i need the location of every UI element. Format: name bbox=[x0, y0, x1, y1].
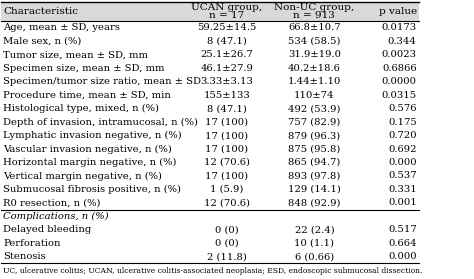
Text: Submucosal fibrosis positive, n (%): Submucosal fibrosis positive, n (%) bbox=[3, 185, 182, 194]
Text: 1.44±1.10: 1.44±1.10 bbox=[288, 77, 341, 86]
Text: Perforation: Perforation bbox=[3, 239, 61, 248]
Text: 0 (0): 0 (0) bbox=[215, 225, 238, 234]
Text: 129 (14.1): 129 (14.1) bbox=[288, 185, 341, 194]
Text: Complications, n (%): Complications, n (%) bbox=[3, 212, 109, 221]
Text: Specimen size, mean ± SD, mm: Specimen size, mean ± SD, mm bbox=[3, 64, 165, 73]
Bar bbox=[1, 62, 419, 75]
Bar bbox=[1, 250, 419, 263]
Text: Procedure time, mean ± SD, min: Procedure time, mean ± SD, min bbox=[3, 91, 171, 100]
Bar bbox=[1, 75, 419, 88]
Text: 66.8±10.7: 66.8±10.7 bbox=[288, 23, 341, 32]
Text: 155±133: 155±133 bbox=[203, 91, 250, 100]
Text: Age, mean ± SD, years: Age, mean ± SD, years bbox=[3, 23, 120, 32]
Text: 3.33±3.13: 3.33±3.13 bbox=[201, 77, 253, 86]
Text: 110±74: 110±74 bbox=[294, 91, 335, 100]
Text: 0.175: 0.175 bbox=[388, 118, 417, 127]
Text: Horizontal margin negative, n (%): Horizontal margin negative, n (%) bbox=[3, 158, 177, 167]
Text: 12 (70.6): 12 (70.6) bbox=[204, 158, 250, 167]
Text: 17 (100): 17 (100) bbox=[205, 145, 248, 153]
Text: 12 (70.6): 12 (70.6) bbox=[204, 198, 250, 207]
Text: 0.344: 0.344 bbox=[388, 37, 417, 46]
Bar bbox=[1, 48, 419, 62]
Text: 0.692: 0.692 bbox=[388, 145, 417, 153]
Text: 0.0315: 0.0315 bbox=[382, 91, 417, 100]
Text: Histological type, mixed, n (%): Histological type, mixed, n (%) bbox=[3, 104, 159, 113]
Text: Non-UC group,: Non-UC group, bbox=[274, 3, 355, 12]
Text: 534 (58.5): 534 (58.5) bbox=[288, 37, 341, 46]
Text: 492 (53.9): 492 (53.9) bbox=[288, 104, 341, 113]
Text: 0.720: 0.720 bbox=[388, 131, 417, 140]
Text: 0.664: 0.664 bbox=[388, 239, 417, 248]
Text: 0.000: 0.000 bbox=[388, 158, 417, 167]
Text: 17 (100): 17 (100) bbox=[205, 118, 248, 127]
Text: 0.517: 0.517 bbox=[388, 225, 417, 234]
Bar bbox=[1, 116, 419, 129]
Text: Lymphatic invasion negative, n (%): Lymphatic invasion negative, n (%) bbox=[3, 131, 182, 140]
Bar bbox=[1, 210, 419, 223]
Text: 875 (95.8): 875 (95.8) bbox=[288, 145, 341, 153]
Text: 10 (1.1): 10 (1.1) bbox=[294, 239, 335, 248]
Text: 17 (100): 17 (100) bbox=[205, 131, 248, 140]
Text: Vertical margin negative, n (%): Vertical margin negative, n (%) bbox=[3, 171, 163, 181]
Bar bbox=[1, 183, 419, 196]
Text: 0.0000: 0.0000 bbox=[382, 77, 417, 86]
Text: 22 (2.4): 22 (2.4) bbox=[294, 225, 334, 234]
Bar bbox=[1, 196, 419, 210]
Text: 893 (97.8): 893 (97.8) bbox=[288, 172, 341, 181]
Text: 0.0023: 0.0023 bbox=[382, 50, 417, 59]
Text: R0 resection, n (%): R0 resection, n (%) bbox=[3, 198, 101, 207]
Text: n = 17: n = 17 bbox=[209, 11, 245, 20]
Text: Stenosis: Stenosis bbox=[3, 252, 46, 261]
Text: Depth of invasion, intramucosal, n (%): Depth of invasion, intramucosal, n (%) bbox=[3, 117, 199, 127]
Text: 8 (47.1): 8 (47.1) bbox=[207, 37, 246, 46]
Text: 17 (100): 17 (100) bbox=[205, 172, 248, 181]
Text: 757 (82.9): 757 (82.9) bbox=[288, 118, 341, 127]
Text: UCAN group,: UCAN group, bbox=[191, 3, 262, 12]
Text: Characteristic: Characteristic bbox=[3, 7, 79, 16]
Text: Specimen/tumor size ratio, mean ± SD: Specimen/tumor size ratio, mean ± SD bbox=[3, 77, 201, 86]
Text: Tumor size, mean ± SD, mm: Tumor size, mean ± SD, mm bbox=[3, 50, 148, 59]
Bar bbox=[1, 129, 419, 142]
Text: 0.001: 0.001 bbox=[388, 198, 417, 207]
Text: 6 (0.66): 6 (0.66) bbox=[295, 252, 334, 261]
Text: 0.000: 0.000 bbox=[388, 252, 417, 261]
Bar bbox=[1, 35, 419, 48]
Text: 0 (0): 0 (0) bbox=[215, 239, 238, 248]
Text: 0.537: 0.537 bbox=[388, 172, 417, 181]
Bar bbox=[1, 88, 419, 102]
Bar bbox=[1, 223, 419, 237]
Text: 0.0173: 0.0173 bbox=[382, 23, 417, 32]
Text: 0.576: 0.576 bbox=[388, 104, 417, 113]
Text: Delayed bleeding: Delayed bleeding bbox=[3, 225, 92, 234]
Text: 25.1±26.7: 25.1±26.7 bbox=[201, 50, 253, 59]
Text: 2 (11.8): 2 (11.8) bbox=[207, 252, 246, 261]
Bar bbox=[1, 237, 419, 250]
Text: 31.9±19.0: 31.9±19.0 bbox=[288, 50, 341, 59]
Text: Male sex, n (%): Male sex, n (%) bbox=[3, 37, 82, 46]
Text: 8 (47.1): 8 (47.1) bbox=[207, 104, 246, 113]
Text: p value: p value bbox=[379, 7, 417, 16]
Text: 0.6866: 0.6866 bbox=[382, 64, 417, 73]
Text: 59.25±14.5: 59.25±14.5 bbox=[197, 23, 256, 32]
Text: 879 (96.3): 879 (96.3) bbox=[288, 131, 340, 140]
Bar bbox=[1, 156, 419, 169]
Bar bbox=[1, 102, 419, 116]
Text: 1 (5.9): 1 (5.9) bbox=[210, 185, 244, 194]
Text: n = 913: n = 913 bbox=[293, 11, 335, 20]
Text: 0.331: 0.331 bbox=[388, 185, 417, 194]
Bar bbox=[1, 142, 419, 156]
Text: Vascular invasion negative, n (%): Vascular invasion negative, n (%) bbox=[3, 145, 173, 154]
Text: 848 (92.9): 848 (92.9) bbox=[288, 198, 341, 207]
Text: 40.2±18.6: 40.2±18.6 bbox=[288, 64, 341, 73]
Text: 865 (94.7): 865 (94.7) bbox=[288, 158, 341, 167]
Text: UC, ulcerative colitis; UCAN, ulcerative colitis-associated neoplasia; ESD, endo: UC, ulcerative colitis; UCAN, ulcerative… bbox=[3, 267, 423, 275]
Bar bbox=[1, 2, 419, 21]
Text: 46.1±27.9: 46.1±27.9 bbox=[201, 64, 253, 73]
Bar bbox=[1, 169, 419, 183]
Bar bbox=[1, 21, 419, 35]
